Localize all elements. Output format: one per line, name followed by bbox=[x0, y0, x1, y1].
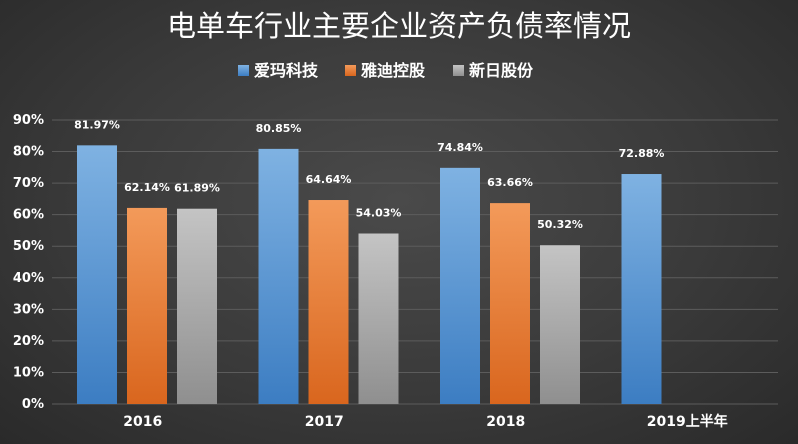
bar bbox=[77, 145, 117, 404]
bar bbox=[308, 200, 349, 404]
bar bbox=[258, 148, 299, 404]
bar bbox=[490, 203, 530, 404]
bar bbox=[177, 208, 217, 404]
y-tick-label: 30% bbox=[13, 302, 44, 317]
data-labels: 81.97% 62.14% 61.89% 80.85% 64.64% 54.03% 74.8… bbox=[74, 118, 664, 231]
data-label: 62.14% bbox=[124, 181, 170, 194]
bar bbox=[358, 233, 399, 404]
bar bbox=[440, 167, 480, 404]
y-tick-label: 20% bbox=[13, 334, 44, 349]
gridlines bbox=[52, 119, 778, 405]
data-label: 81.97% bbox=[74, 118, 120, 131]
legend: 爱玛科技 雅迪控股 新日股份 bbox=[238, 61, 534, 80]
y-tick-label: 50% bbox=[13, 239, 44, 254]
bar bbox=[127, 207, 167, 404]
legend-swatch-aima bbox=[238, 65, 249, 76]
chart-title: 电单车行业主要企业资产负债率情况 bbox=[167, 9, 631, 43]
x-category-label: 2016 bbox=[123, 414, 162, 430]
y-tick-label: 10% bbox=[13, 365, 44, 380]
y-tick-label: 60% bbox=[13, 208, 44, 223]
y-tick-label: 90% bbox=[13, 113, 44, 128]
legend-label-aima: 爱玛科技 bbox=[254, 61, 319, 80]
x-category-label: 2017 bbox=[305, 414, 344, 430]
x-category-label: 2019上半年 bbox=[647, 413, 728, 430]
x-axis-categories: 2016 2017 2018 2019上半年 bbox=[123, 413, 727, 430]
legend-swatch-sunra bbox=[453, 65, 464, 76]
bar bbox=[621, 174, 662, 404]
legend-label-sunra: 新日股份 bbox=[469, 61, 534, 80]
bar bbox=[540, 245, 580, 404]
data-label: 72.88% bbox=[619, 147, 665, 160]
x-category-label: 2018 bbox=[486, 414, 525, 430]
y-tick-label: 70% bbox=[13, 176, 44, 191]
legend-swatch-yadea bbox=[345, 65, 356, 76]
legend-label-yadea: 雅迪控股 bbox=[360, 61, 426, 80]
data-label: 50.32% bbox=[537, 218, 583, 231]
bars bbox=[77, 145, 662, 404]
data-label: 61.89% bbox=[174, 182, 220, 195]
data-label: 54.03% bbox=[356, 207, 402, 220]
y-tick-label: 80% bbox=[13, 145, 44, 160]
y-tick-label: 40% bbox=[13, 271, 44, 286]
data-label: 74.84% bbox=[437, 141, 483, 154]
data-label: 63.66% bbox=[487, 176, 533, 189]
data-label: 80.85% bbox=[256, 122, 302, 135]
y-tick-label: 0% bbox=[22, 397, 44, 412]
data-label: 64.64% bbox=[306, 173, 352, 186]
y-axis-ticks: 0% 10% 20% 30% 40% 50% 60% 70% 80% 90% bbox=[13, 113, 44, 412]
